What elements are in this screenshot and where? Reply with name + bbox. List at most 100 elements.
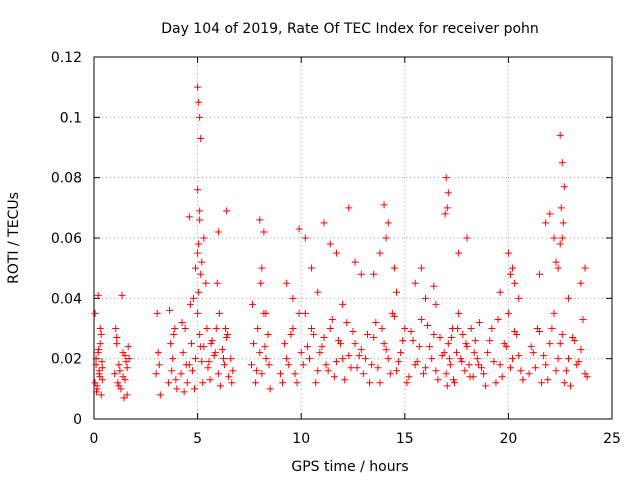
data-point bbox=[349, 328, 357, 336]
data-point bbox=[322, 361, 330, 369]
data-point bbox=[376, 249, 384, 257]
data-point bbox=[165, 379, 173, 387]
data-point bbox=[179, 349, 187, 357]
data-point bbox=[283, 279, 291, 287]
chart-title: Day 104 of 2019, Rate Of TEC Index for r… bbox=[161, 21, 539, 37]
data-point bbox=[531, 364, 539, 372]
data-point bbox=[196, 216, 204, 224]
data-point bbox=[339, 300, 347, 308]
data-point bbox=[297, 349, 305, 357]
data-point bbox=[560, 183, 568, 191]
data-point bbox=[409, 337, 417, 345]
data-point bbox=[125, 355, 133, 363]
data-point bbox=[112, 325, 120, 332]
data-point bbox=[115, 382, 123, 390]
data-point bbox=[167, 340, 175, 348]
data-point bbox=[312, 379, 320, 387]
axis-ticks bbox=[93, 56, 613, 420]
data-point bbox=[123, 364, 131, 372]
data-point bbox=[506, 364, 514, 372]
y-tick-label: 0.06 bbox=[51, 231, 82, 247]
data-point bbox=[569, 334, 577, 342]
data-point bbox=[181, 325, 189, 332]
data-point bbox=[357, 270, 365, 278]
data-point bbox=[341, 376, 349, 384]
data-point bbox=[314, 288, 322, 296]
data-point bbox=[486, 337, 494, 345]
data-point bbox=[465, 361, 473, 369]
data-point bbox=[577, 346, 585, 354]
data-point bbox=[540, 352, 548, 360]
data-point bbox=[326, 325, 334, 332]
data-point bbox=[257, 279, 265, 287]
data-point bbox=[115, 361, 123, 369]
data-point bbox=[166, 306, 174, 314]
data-point bbox=[293, 379, 301, 387]
data-point bbox=[225, 373, 233, 381]
data-point bbox=[92, 355, 100, 363]
y-tick-label: 0.12 bbox=[51, 50, 82, 66]
data-point bbox=[92, 361, 100, 369]
data-point bbox=[466, 373, 474, 381]
data-point bbox=[195, 288, 203, 296]
data-point bbox=[182, 361, 190, 369]
data-point bbox=[91, 309, 99, 317]
data-point bbox=[484, 349, 492, 357]
data-point bbox=[205, 358, 213, 366]
data-point bbox=[494, 315, 502, 323]
data-point bbox=[170, 331, 178, 339]
data-point bbox=[382, 234, 390, 242]
data-point bbox=[535, 270, 543, 278]
data-point bbox=[303, 343, 311, 351]
data-point bbox=[194, 249, 202, 257]
data-point bbox=[382, 346, 390, 354]
data-point bbox=[542, 219, 550, 227]
data-point bbox=[347, 364, 355, 372]
data-point bbox=[411, 361, 419, 369]
data-point bbox=[316, 349, 324, 357]
data-point bbox=[443, 382, 451, 390]
data-point bbox=[475, 318, 483, 326]
data-point bbox=[454, 325, 462, 332]
data-point bbox=[463, 343, 471, 351]
data-point bbox=[355, 352, 363, 360]
data-point bbox=[154, 349, 162, 357]
data-point bbox=[403, 379, 411, 387]
data-point bbox=[212, 325, 220, 332]
data-point bbox=[299, 361, 307, 369]
y-tick-label: 0 bbox=[73, 412, 82, 428]
data-point bbox=[227, 355, 235, 363]
data-point bbox=[218, 346, 226, 354]
data-point bbox=[228, 379, 236, 387]
data-point bbox=[440, 349, 448, 357]
data-point bbox=[506, 270, 514, 278]
data-point bbox=[443, 204, 451, 212]
data-point bbox=[211, 349, 219, 357]
data-point bbox=[364, 331, 372, 339]
data-point bbox=[295, 309, 303, 317]
data-point bbox=[210, 352, 218, 360]
data-point bbox=[393, 288, 401, 296]
data-point bbox=[258, 264, 266, 272]
data-point bbox=[195, 98, 203, 106]
data-point bbox=[198, 258, 206, 266]
data-point bbox=[458, 358, 466, 366]
data-point bbox=[326, 240, 334, 248]
data-point bbox=[519, 376, 527, 384]
data-point bbox=[548, 325, 556, 332]
data-point bbox=[446, 361, 454, 369]
data-point bbox=[380, 201, 388, 209]
data-point bbox=[192, 264, 200, 272]
data-point bbox=[455, 249, 463, 257]
data-point bbox=[357, 346, 365, 354]
data-point bbox=[196, 207, 204, 215]
data-point bbox=[197, 343, 205, 351]
data-point bbox=[567, 382, 575, 390]
data-point bbox=[252, 379, 260, 387]
data-point bbox=[395, 358, 403, 366]
data-point bbox=[183, 379, 191, 387]
data-point bbox=[187, 340, 195, 348]
data-point bbox=[459, 331, 467, 339]
data-point bbox=[560, 379, 568, 387]
data-point bbox=[249, 300, 257, 308]
